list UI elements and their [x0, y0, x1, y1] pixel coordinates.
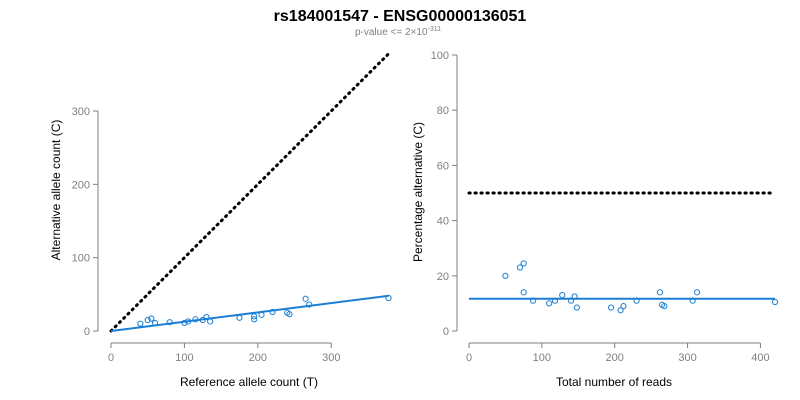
right-data-point: [520, 289, 527, 296]
right-data-point: [617, 307, 624, 314]
left-data-point: [236, 314, 243, 321]
right-x-tick-label: 300: [678, 352, 696, 364]
subtitle-prefix: p-value <= 2×10: [355, 27, 428, 38]
right-data-point: [530, 297, 537, 304]
right-data-point: [693, 289, 701, 296]
right-data-point: [551, 297, 559, 304]
left-x-tick-label: 0: [108, 352, 114, 364]
right-data-point: [656, 289, 663, 296]
right-x-tick-label: 400: [751, 352, 769, 364]
left-x-tick-label: 300: [322, 352, 340, 364]
right-data-point: [607, 304, 615, 311]
left-data-point: [192, 316, 199, 323]
left-x-tick-label: 200: [249, 352, 267, 364]
right-y-axis-label: Percentage alternative (C): [411, 122, 425, 262]
left-x-tick-label: 100: [175, 352, 193, 364]
right-data-point: [516, 264, 524, 271]
right-x-tick-label: 100: [533, 352, 551, 364]
left-scatter-panel: Reference allele count (T) Alternative a…: [49, 52, 392, 389]
left-data-point: [251, 316, 258, 323]
left-data-point: [184, 318, 192, 325]
right-x-tick-label: 200: [606, 352, 624, 364]
right-data-point: [559, 292, 566, 299]
left-y-tick-label: 0: [84, 326, 90, 338]
chart-title: rs184001547 - ENSG00000136051: [274, 8, 527, 25]
left-y-axis-label: Alternative allele count (C): [49, 120, 63, 261]
left-y-tick-label: 300: [72, 106, 90, 118]
right-data-point: [689, 297, 696, 304]
left-data-point: [144, 316, 151, 324]
right-data-point: [633, 297, 640, 304]
right-data-point: [573, 304, 580, 311]
right-y-tick-label: 0: [443, 326, 449, 338]
left-y-tick-label: 100: [72, 253, 90, 265]
right-data-point: [567, 297, 575, 304]
left-data-point: [306, 301, 313, 308]
left-reference-line: [109, 52, 391, 333]
right-data-point: [620, 303, 627, 310]
right-x-tick-label: 0: [466, 352, 472, 364]
right-data-point: [520, 260, 527, 267]
right-y-tick-label: 20: [437, 271, 449, 283]
right-y-tick-label: 40: [437, 216, 449, 228]
left-data-point: [199, 316, 206, 324]
chart-subtitle: p-value <= 2×10-311: [355, 26, 441, 38]
left-data-point: [166, 319, 173, 326]
left-data-point: [203, 313, 210, 321]
right-y-tick-label: 80: [437, 105, 449, 117]
right-data-point: [546, 300, 553, 307]
left-data-point: [151, 319, 159, 327]
left-data-point: [286, 311, 293, 318]
right-y-tick-label: 100: [431, 50, 449, 62]
left-data-point: [269, 308, 276, 316]
right-y-tick-label: 60: [437, 160, 449, 172]
left-y-tick-label: 200: [72, 179, 90, 191]
right-data-point: [661, 303, 668, 310]
left-data-point: [207, 318, 214, 325]
left-data-point: [251, 313, 258, 320]
left-data-point: [258, 311, 265, 318]
right-data-point: [502, 272, 509, 279]
left-data-point: [385, 294, 392, 302]
left-data-point: [148, 315, 155, 322]
right-data-point: [571, 293, 578, 300]
subtitle-exponent: -311: [428, 26, 442, 33]
right-scatter-panel: Total number of reads Percentage alterna…: [411, 50, 779, 389]
right-x-axis-label: Total number of reads: [556, 375, 672, 389]
left-data-point: [137, 320, 144, 327]
left-data-point: [181, 319, 188, 327]
right-data-point: [771, 298, 779, 306]
left-x-axis-label: Reference allele count (T): [180, 375, 318, 389]
left-fit-line: [110, 294, 389, 332]
left-data-point: [302, 295, 309, 302]
